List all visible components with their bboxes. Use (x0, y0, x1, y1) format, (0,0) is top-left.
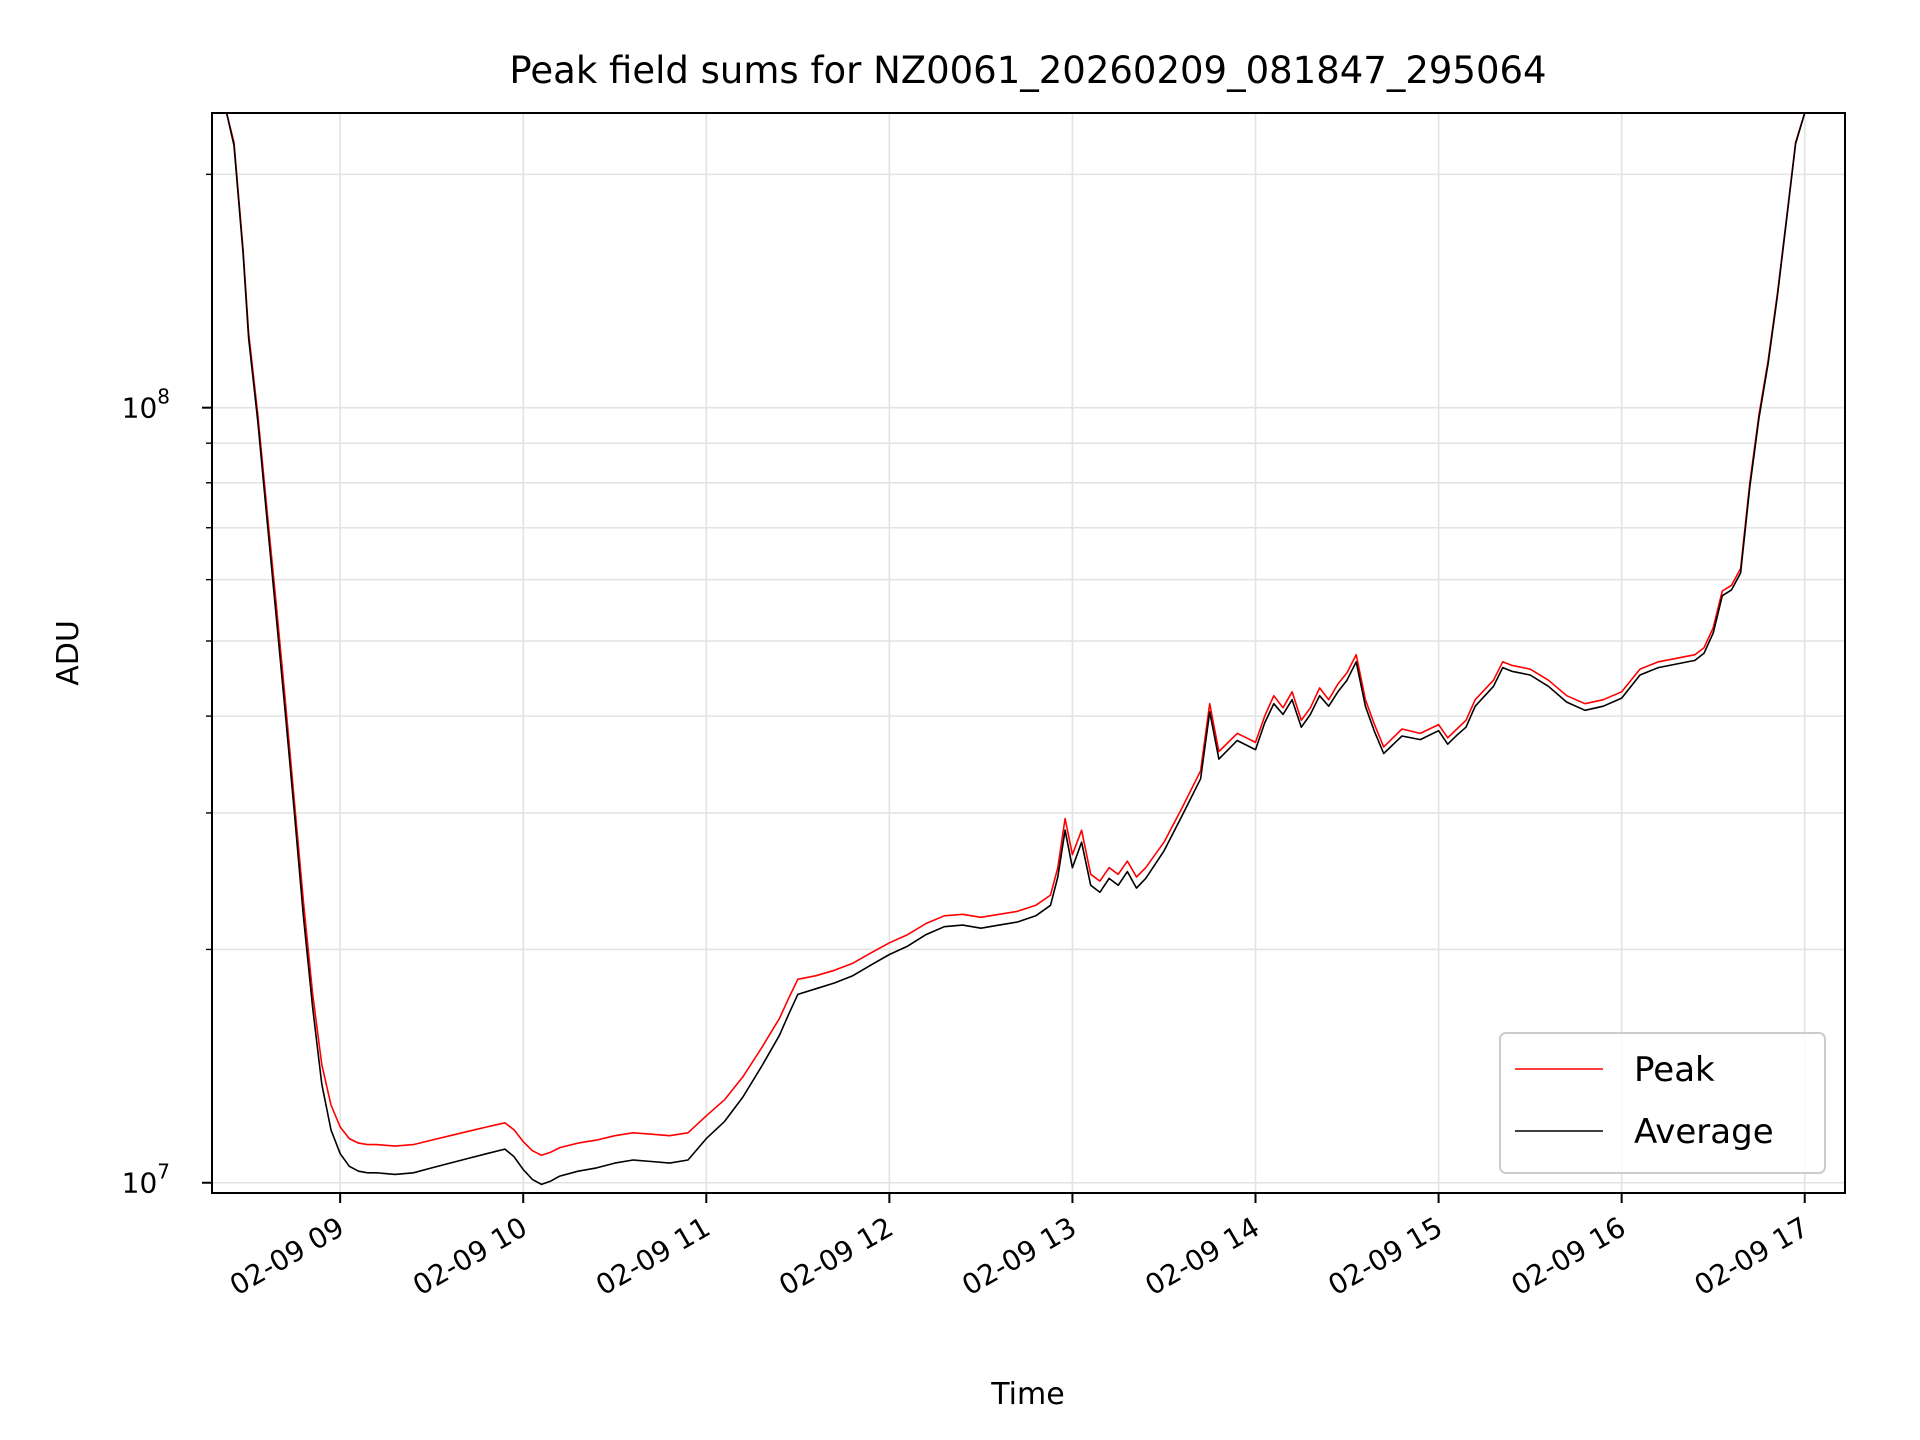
y-axis-label: ADU (51, 620, 86, 686)
legend-box (1499, 1032, 1826, 1174)
chart-title: Peak field sums for NZ0061_20260209_0818… (509, 49, 1546, 92)
y-tick-label: 108 (122, 385, 170, 425)
x-axis-label: Time (990, 1377, 1064, 1412)
y-axis: 107 108 (122, 173, 212, 1200)
series-line-peak (225, 113, 1806, 1157)
legend: Peak Average (1499, 1032, 1826, 1174)
legend-label-average: Average (1634, 1112, 1774, 1152)
series-layer (225, 113, 1806, 1186)
y-tick-label: 107 (122, 1160, 170, 1200)
grid (212, 113, 1845, 1193)
series-line-average (225, 113, 1806, 1186)
legend-label-peak: Peak (1634, 1050, 1715, 1090)
plot-frame (211, 112, 1846, 1194)
